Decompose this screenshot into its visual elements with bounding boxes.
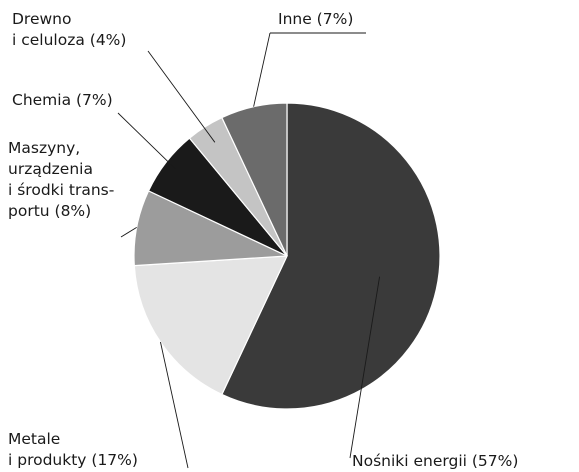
leader-line-6 bbox=[253, 32, 271, 107]
pie-slice-6 bbox=[221, 102, 288, 257]
label-leader-lines bbox=[117, 32, 381, 469]
slice-label-1: Nośniki energii (57%) bbox=[352, 452, 518, 470]
slice-label-line: urządzenia bbox=[8, 160, 93, 178]
slice-label-line: Inne (7%) bbox=[278, 10, 353, 28]
slice-label-6: Inne (7%) bbox=[278, 10, 353, 28]
slice-label-line: Drewno bbox=[12, 10, 72, 28]
slice-label-5: Drewno i celuloza (4%) bbox=[12, 10, 126, 49]
slice-label-line: Maszyny, bbox=[8, 139, 80, 157]
slice-label-line: i produkty (17%) bbox=[8, 451, 138, 469]
slice-label-line: Chemia (7%) bbox=[12, 91, 113, 109]
slice-labels: Nośniki energii (57%) Metale i produkty (1… bbox=[8, 10, 518, 470]
slice-label-2: Metale i produkty (17%) bbox=[8, 430, 138, 469]
leader-line-5 bbox=[147, 50, 216, 143]
leader-line-3 bbox=[120, 226, 137, 238]
pie-slices bbox=[133, 102, 441, 410]
leader-line-4 bbox=[117, 112, 179, 172]
slice-label-line: i celuloza (4%) bbox=[12, 31, 126, 49]
slice-label-line: Metale bbox=[8, 430, 60, 448]
slice-label-4: Chemia (7%) bbox=[12, 91, 113, 109]
slice-label-line: portu (8%) bbox=[8, 202, 91, 220]
pie-slice-1 bbox=[221, 102, 441, 410]
slice-label-line: Nośniki energii (57%) bbox=[352, 452, 518, 470]
slice-label-line: i środki trans- bbox=[8, 181, 114, 199]
leader-line-1 bbox=[349, 276, 381, 459]
leader-line-2 bbox=[160, 341, 189, 469]
slice-label-3: Maszyny, urządzenia i środki trans-portu (… bbox=[8, 139, 114, 220]
